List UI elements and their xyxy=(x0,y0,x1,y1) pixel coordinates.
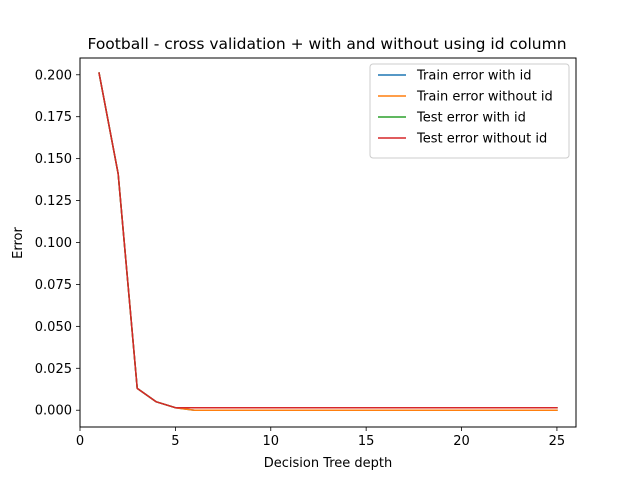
legend-label: Train error without id xyxy=(416,90,553,105)
y-tick-label: 0.050 xyxy=(35,320,72,335)
legend-label: Test error with id xyxy=(416,111,526,126)
series-line-4 xyxy=(98,72,558,409)
legend-label: Train error with id xyxy=(416,69,532,84)
x-tick-label: 15 xyxy=(358,434,375,449)
y-tick-label: 0.025 xyxy=(35,362,72,377)
x-axis-label: Decision Tree depth xyxy=(264,456,393,471)
legend-box xyxy=(369,63,570,159)
y-tick-label: 0.175 xyxy=(35,110,72,125)
x-tick-label: 0 xyxy=(76,434,84,449)
y-tick-label: 0.200 xyxy=(35,68,72,83)
y-axis: 0.000 0.025 0.050 0.075 0.100 0.125 0.150 0.175… xyxy=(35,68,80,419)
y-tick-label: 0.000 xyxy=(35,404,72,419)
y-tick-label: 0.100 xyxy=(35,236,72,251)
y-tick-label: 0.075 xyxy=(35,278,72,293)
chart-title: Football - cross validation + with and w… xyxy=(87,35,566,53)
x-tick-label: 25 xyxy=(549,434,566,449)
y-axis-label: Error xyxy=(11,227,26,259)
x-axis: 0 5 10 15 20 25 xyxy=(76,427,565,449)
x-tick-label: 20 xyxy=(453,434,470,449)
x-tick-label: 5 xyxy=(171,434,179,449)
y-tick-label: 0.150 xyxy=(35,152,72,167)
legend-label: Test error without id xyxy=(416,132,547,147)
series-lines xyxy=(98,72,558,411)
x-tick-label: 10 xyxy=(262,434,279,449)
legend: Train error with id Train error without i… xyxy=(369,63,570,159)
y-tick-label: 0.125 xyxy=(35,194,72,209)
